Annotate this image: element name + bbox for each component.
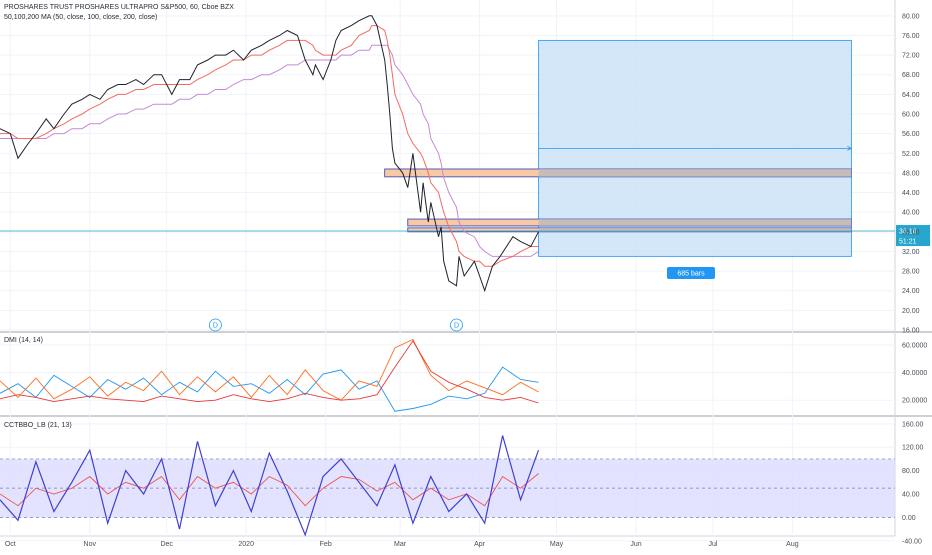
x-tick-label: Nov: [84, 541, 97, 548]
price-tick-label: 52.00: [902, 151, 920, 158]
price-tick-label: 60.00: [902, 112, 920, 119]
range-arrow-head: [847, 146, 853, 151]
price-tick-label: 56.00: [902, 131, 920, 138]
x-tick-label: 2020: [238, 541, 254, 548]
countdown-badge: [896, 236, 930, 247]
dividend-marker-label: D: [213, 323, 218, 330]
price-line: [0, 15, 539, 293]
dividend-marker-1: [209, 318, 222, 332]
bars-count-badge: [666, 267, 715, 280]
dmi-series-line-1: [0, 366, 539, 412]
oscillator-main-line: [0, 435, 540, 537]
last-price-badge: [896, 225, 930, 237]
x-tick-label: Feb: [320, 541, 332, 548]
price-zone-overlap-2: [538, 219, 852, 226]
price-zone-overlap-3: [538, 227, 852, 232]
drawing-overlays[interactable]: 685 bars 36.16 51:21 D D: [0, 39, 930, 332]
price-zone-overlap-1: [538, 168, 852, 177]
legend-dmi[interactable]: DMI (14, 14): [4, 337, 43, 344]
dividend-marker-label: D: [454, 323, 459, 330]
dmi-tick-label: 40.0000: [902, 370, 927, 377]
legend-moving-averages[interactable]: 50,100,200 MA (50, close, 100, close, 20…: [4, 14, 158, 21]
x-tick-label: Mar: [394, 541, 407, 548]
series-layer: [0, 15, 895, 537]
cct-tick-label: 0.00: [902, 515, 916, 522]
price-tick-label: 32.00: [902, 249, 920, 256]
price-tick-label: 40.00: [902, 210, 920, 217]
price-tick-label: 76.00: [902, 33, 920, 40]
dmi-tick-label: 60.0000: [902, 343, 927, 350]
axes-layer: 80.00 76.00 72.00 68.00 64.00 60.00 56.00 52.00…: [5, 13, 928, 548]
price-tick-label: 64.00: [902, 92, 920, 99]
x-tick-label: Jun: [630, 541, 641, 548]
x-tick-label: May: [550, 541, 564, 548]
x-tick-label: Aug: [786, 541, 799, 548]
moving-average-slow-line: [0, 44, 539, 257]
price-tick-label: 20.00: [902, 308, 920, 315]
moving-average-fast-line: [0, 25, 539, 267]
cct-tick-label: -40.00: [902, 538, 922, 545]
price-tick-label: 24.00: [902, 288, 920, 295]
dmi-series-line-2: [0, 338, 539, 401]
price-tick-label: 80.00: [902, 13, 920, 20]
price-tick-label: 72.00: [902, 53, 920, 60]
bars-count-label: 685 bars: [677, 271, 705, 278]
countdown-value: 51:21: [899, 239, 917, 246]
cct-tick-label: 80.00: [902, 468, 920, 475]
x-tick-label: Dec: [160, 541, 173, 548]
cct-tick-label: 120.00: [902, 445, 924, 452]
price-tick-label: 48.00: [902, 170, 920, 177]
price-tick-label: 68.00: [902, 72, 920, 79]
price-tick-label: 28.00: [902, 269, 920, 276]
dividend-marker-2: [450, 318, 463, 332]
cct-tick-label: 40.00: [902, 492, 920, 499]
dmi-tick-label: 20.0000: [902, 398, 927, 405]
oscillator-signal-line: [0, 473, 539, 507]
last-price-value: 36.16: [899, 229, 917, 236]
legend-cctbbo[interactable]: CCTBBO_LB (21, 13): [4, 422, 72, 429]
price-tick-label: 16.00: [902, 328, 920, 335]
x-tick-label: Jul: [708, 541, 717, 548]
legend-main-title[interactable]: PROSHARES TRUST PROSHARES ULTRAPRO S&P50…: [4, 4, 234, 11]
x-tick-label: Apr: [474, 541, 486, 548]
dmi-series-line-3: [0, 340, 539, 404]
price-tick-label: 44.00: [902, 190, 920, 197]
price-tick-label: 36.00: [902, 229, 920, 236]
cct-tick-label: 160.00: [902, 421, 924, 428]
x-tick-label: Oct: [5, 541, 16, 548]
